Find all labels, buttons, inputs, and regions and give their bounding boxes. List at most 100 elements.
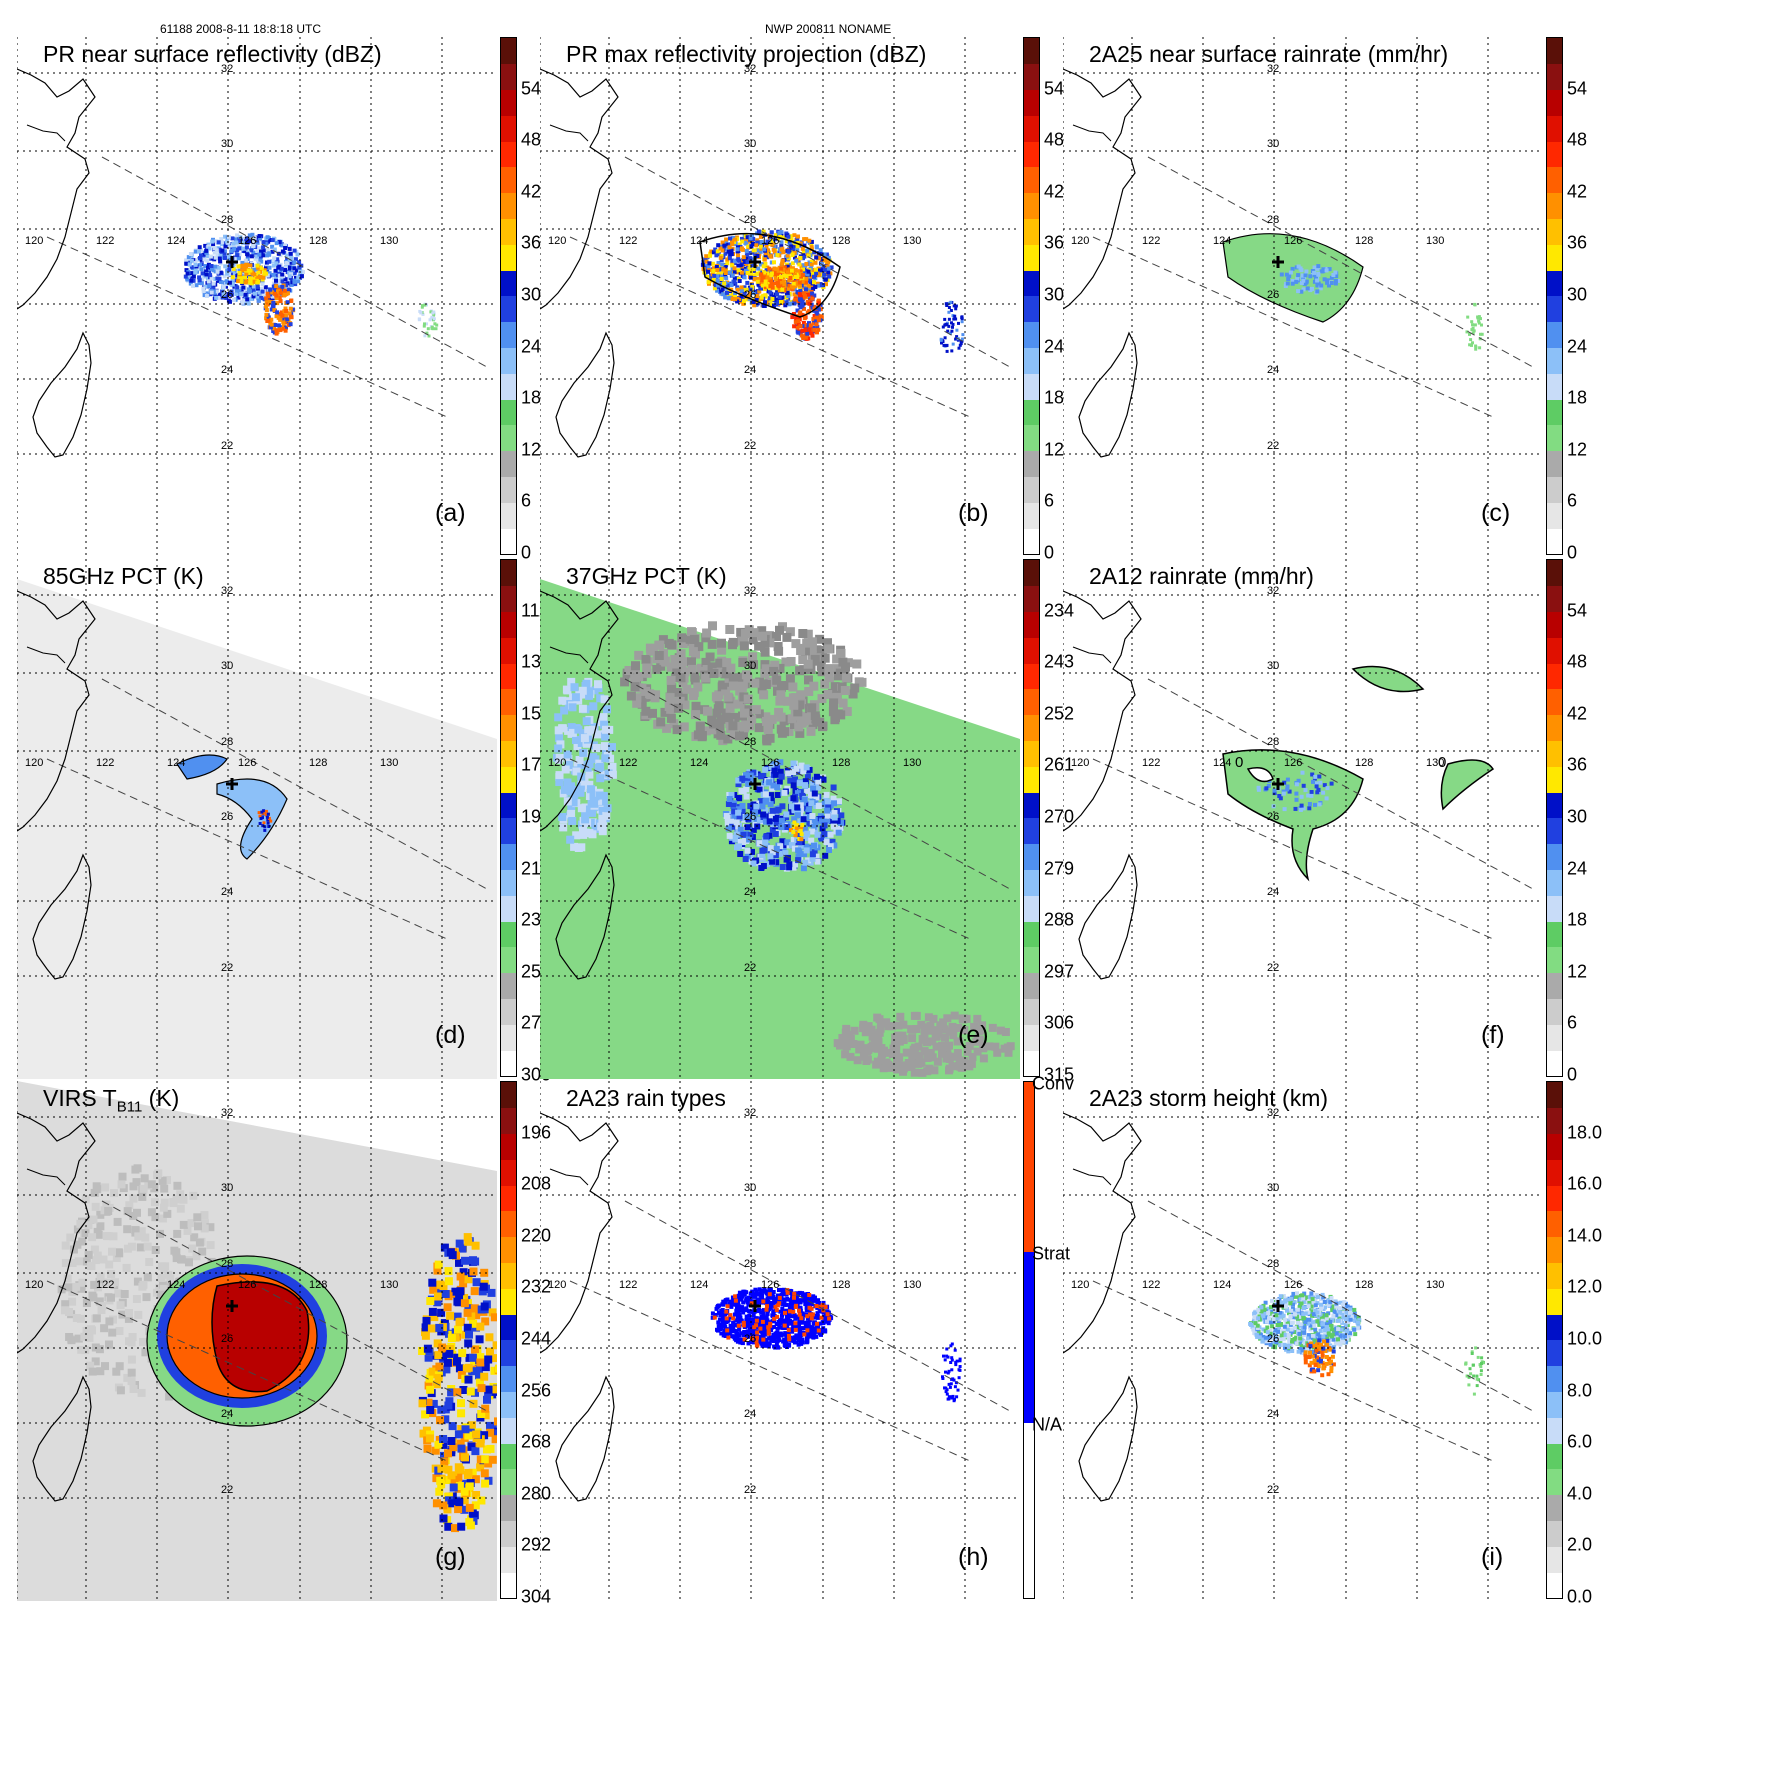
pct-warm-area bbox=[701, 633, 711, 643]
pct-scattering bbox=[774, 792, 781, 798]
pct-warm-area bbox=[672, 688, 682, 697]
virs-coldest-tops bbox=[211, 1281, 310, 1393]
reflectivity-echo bbox=[256, 298, 261, 303]
china-coastline-inlet bbox=[26, 124, 66, 142]
lon-label: 130 bbox=[380, 1279, 398, 1291]
max-reflectivity-echo bbox=[951, 325, 954, 329]
virs-cloud bbox=[198, 1247, 207, 1256]
virs-cloud bbox=[141, 1233, 150, 1242]
max-reflectivity-band bbox=[800, 303, 805, 308]
pct-scattering bbox=[815, 803, 822, 809]
virs-cloud bbox=[108, 1247, 116, 1256]
max-reflectivity-echo bbox=[752, 276, 757, 281]
reflectivity-band bbox=[275, 301, 280, 306]
pct-warm-area bbox=[691, 701, 701, 711]
virs-cold-cloud bbox=[433, 1266, 442, 1275]
pct-scattering bbox=[785, 842, 791, 849]
pct-cool-area bbox=[593, 730, 602, 739]
virs-cloud bbox=[69, 1245, 78, 1254]
pct-warm-area bbox=[725, 625, 735, 634]
virs-cold-cloud bbox=[453, 1312, 462, 1321]
reflectivity-echo bbox=[209, 276, 214, 281]
colorbar-segment bbox=[501, 714, 516, 742]
pct-warm-area bbox=[914, 1042, 923, 1051]
virs-cold-cloud bbox=[436, 1286, 445, 1295]
virs-cloud bbox=[116, 1386, 125, 1395]
colorbar-segment bbox=[1024, 450, 1039, 478]
pct-scattering bbox=[753, 816, 760, 823]
reflectivity-echo bbox=[221, 292, 226, 297]
pct-warm-area bbox=[930, 1066, 939, 1075]
virs-cold-cloud bbox=[437, 1405, 446, 1414]
colorbar-segment bbox=[501, 1185, 516, 1212]
max-reflectivity-echo bbox=[799, 264, 804, 269]
pct-warm-area bbox=[996, 1026, 1005, 1035]
pct-warm-area bbox=[761, 712, 771, 722]
pct-deep-convection bbox=[266, 818, 270, 822]
reflectivity-band bbox=[274, 296, 279, 301]
reflectivity-echo bbox=[247, 287, 251, 292]
lon-label: 122 bbox=[1142, 235, 1160, 247]
pct-warm-area bbox=[757, 626, 767, 636]
virs-cold-cloud bbox=[457, 1444, 466, 1453]
max-reflectivity-echo bbox=[779, 247, 784, 252]
virs-cloud bbox=[104, 1207, 113, 1215]
pct-cool-area bbox=[554, 744, 563, 753]
pct-scattering bbox=[726, 796, 733, 802]
pct-cool-area bbox=[601, 754, 610, 763]
virs-cloud bbox=[81, 1195, 90, 1204]
virs-cloud bbox=[139, 1184, 148, 1193]
max-reflectivity-echo bbox=[780, 258, 785, 263]
reflectivity-echo bbox=[249, 254, 254, 259]
pct-warm-area bbox=[679, 722, 689, 732]
virs-cold-cloud bbox=[437, 1308, 446, 1317]
rainrate-light bbox=[1473, 323, 1477, 327]
pct-warm-area bbox=[680, 667, 690, 677]
max-reflectivity-echo bbox=[745, 271, 750, 275]
pct-warm-area bbox=[632, 698, 642, 708]
reflectivity-echo bbox=[434, 327, 438, 331]
pct-cool-area bbox=[565, 761, 574, 769]
rainrate-heavy bbox=[1316, 787, 1321, 792]
reflectivity-band bbox=[270, 303, 275, 308]
pct-warm-area bbox=[728, 721, 738, 731]
pct-scattering bbox=[773, 859, 780, 866]
reflectivity-echo bbox=[232, 284, 237, 289]
panel-title: 85GHz PCT (K) bbox=[43, 563, 204, 589]
reflectivity-echo bbox=[420, 305, 424, 309]
reflectivity-echo bbox=[250, 232, 255, 237]
rainrate-heavy bbox=[1329, 281, 1334, 285]
max-reflectivity-core bbox=[790, 268, 794, 273]
pct-scattering bbox=[800, 768, 807, 775]
max-reflectivity-band bbox=[800, 328, 805, 333]
pct-warm-area bbox=[708, 725, 718, 735]
max-reflectivity-core bbox=[794, 281, 799, 286]
pct-scattering bbox=[824, 812, 831, 819]
max-reflectivity-echo bbox=[744, 257, 749, 261]
swath-edge-north bbox=[624, 678, 1011, 890]
reflectivity-echo bbox=[293, 257, 298, 262]
reflectivity-echo bbox=[200, 271, 205, 276]
reflectivity-echo bbox=[261, 245, 266, 250]
pct-scattering bbox=[811, 816, 818, 823]
max-reflectivity-echo bbox=[807, 238, 812, 243]
reflectivity-echo bbox=[208, 273, 213, 278]
colorbar-segment bbox=[1547, 399, 1562, 426]
pct-cool-area bbox=[567, 809, 576, 818]
virs-cloud bbox=[95, 1277, 104, 1286]
max-reflectivity-band bbox=[803, 328, 808, 332]
virs-cold-cloud bbox=[455, 1294, 464, 1303]
pct-cool-area bbox=[589, 753, 598, 762]
reflectivity-echo bbox=[241, 285, 246, 290]
pct-scattering bbox=[802, 778, 809, 785]
max-reflectivity-echo bbox=[940, 341, 943, 345]
virs-cloud bbox=[114, 1248, 123, 1257]
max-reflectivity-echo bbox=[716, 243, 721, 248]
rainrate-heavy bbox=[1287, 274, 1292, 278]
colorbar-segment bbox=[1547, 244, 1562, 271]
pct-cool-area bbox=[608, 770, 617, 779]
colorbar-segment bbox=[501, 818, 516, 845]
reflectivity-band bbox=[283, 313, 288, 318]
virs-cold-cloud bbox=[480, 1268, 489, 1277]
colorbar-tick: 54 bbox=[521, 78, 542, 99]
